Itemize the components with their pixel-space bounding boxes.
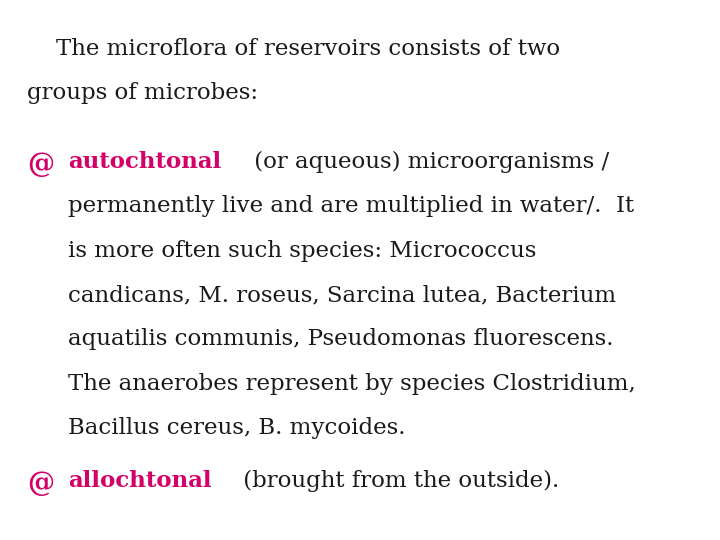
- Text: @: @: [27, 470, 55, 497]
- Text: allochtonal: allochtonal: [68, 470, 212, 492]
- Text: groups of microbes:: groups of microbes:: [27, 82, 258, 104]
- Text: The microflora of reservoirs consists of two: The microflora of reservoirs consists of…: [27, 38, 560, 60]
- Text: Bacillus cereus, B. mycoides.: Bacillus cereus, B. mycoides.: [68, 417, 406, 439]
- Text: permanently live and are multiplied in water/.  It: permanently live and are multiplied in w…: [68, 195, 634, 218]
- Text: candicans, M. roseus, Sarcina lutea, Bacterium: candicans, M. roseus, Sarcina lutea, Bac…: [68, 284, 616, 306]
- Text: @: @: [27, 151, 55, 178]
- Text: The anaerobes represent by species Clostridium,: The anaerobes represent by species Clost…: [68, 373, 636, 395]
- Text: aquatilis communis, Pseudomonas fluorescens.: aquatilis communis, Pseudomonas fluoresc…: [68, 328, 614, 350]
- Text: autochtonal: autochtonal: [68, 151, 222, 173]
- Text: (or aqueous) microorganisms /: (or aqueous) microorganisms /: [248, 151, 610, 173]
- Text: (brought from the outside).: (brought from the outside).: [236, 470, 559, 492]
- Text: is more often such species: Micrococcus: is more often such species: Micrococcus: [68, 240, 537, 262]
